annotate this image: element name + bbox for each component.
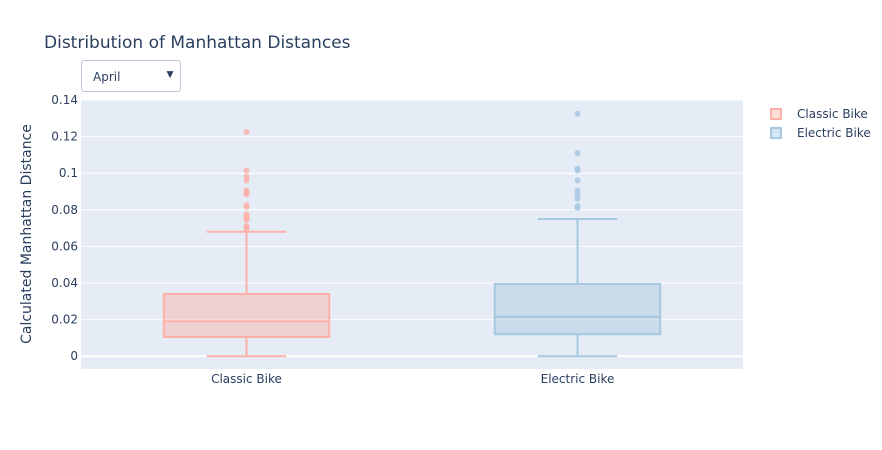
outlier-point <box>574 203 581 210</box>
x-tick-label: Electric Bike <box>541 372 615 386</box>
y-tick-label: 0.02 <box>51 313 78 327</box>
y-axis-label: Calculated Manhattan Distance <box>19 124 35 344</box>
grid-lines <box>81 99 743 358</box>
iqr-box <box>493 282 662 336</box>
outlier-point <box>243 202 250 209</box>
legend-label: Electric Bike <box>797 126 871 140</box>
legend-label: Classic Bike <box>797 107 868 121</box>
y-tick-label: 0.08 <box>51 203 78 217</box>
outlier-point <box>574 187 581 194</box>
outlier-point <box>243 173 250 180</box>
triangle-down-icon: ▼ <box>164 67 176 81</box>
month-dropdown[interactable]: April ▼ <box>81 60 181 92</box>
dropdown-selected-value: April <box>93 70 121 84</box>
box-classic-bike <box>162 129 331 358</box>
outlier-point <box>243 167 250 174</box>
outlier-point <box>574 150 581 157</box>
iqr-box <box>162 292 331 338</box>
chart-title: Distribution of Manhattan Distances <box>44 33 351 53</box>
y-tick-label: 0 <box>70 349 78 363</box>
outlier-point <box>574 110 581 117</box>
x-axis-ticks: Classic Bike Electric Bike <box>211 372 614 386</box>
plot-area <box>81 100 743 369</box>
legend-swatch-electric-bike <box>770 127 782 139</box>
outlier-point <box>574 177 581 184</box>
y-tick-label: 0.12 <box>51 130 78 144</box>
legend-swatch-classic-bike <box>770 108 782 120</box>
box-electric-bike <box>493 110 662 358</box>
boxes <box>162 110 662 358</box>
y-tick-label: 0.06 <box>51 239 78 253</box>
y-axis-ticks: 0 0.02 0.04 0.06 0.08 0.1 0.12 0.14 <box>51 93 78 363</box>
y-tick-label: 0.04 <box>51 276 78 290</box>
outlier-point <box>243 187 250 194</box>
outlier-point <box>243 211 250 218</box>
x-tick-label: Classic Bike <box>211 372 282 386</box>
y-tick-label: 0.1 <box>59 166 78 180</box>
outlier-point <box>243 129 250 136</box>
outlier-point <box>574 165 581 172</box>
outlier-point <box>574 195 581 202</box>
y-tick-label: 0.14 <box>51 93 78 107</box>
outlier-point <box>243 223 250 230</box>
